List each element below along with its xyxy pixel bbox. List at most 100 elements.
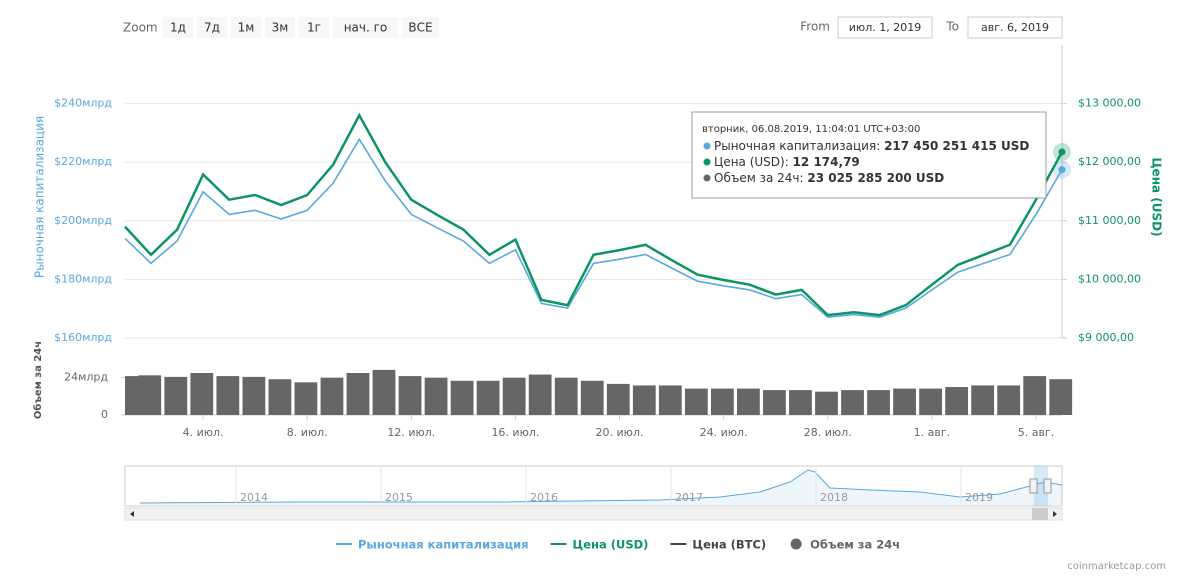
navigator-label: 2018 bbox=[820, 491, 848, 504]
zoom-button[interactable] bbox=[231, 17, 261, 38]
tooltip-header: вторник, 06.08.2019, 11:04:01 UTC+03:00 bbox=[702, 124, 920, 135]
volume-bar bbox=[580, 380, 604, 415]
volume-bar bbox=[789, 390, 812, 415]
legend-label[interactable]: Цена (USD) bbox=[573, 538, 649, 552]
volume-bar bbox=[919, 388, 942, 415]
y-axis-title: Рыночная капитализация bbox=[33, 116, 47, 278]
volume-bar bbox=[268, 379, 292, 415]
volume-bar bbox=[632, 385, 656, 415]
x-tick-label: 5. авг. bbox=[1018, 426, 1055, 439]
legend-symbol bbox=[790, 538, 802, 550]
zoom-button-label[interactable]: 7д bbox=[204, 21, 220, 35]
x-tick-label: 20. июл. bbox=[596, 426, 644, 439]
y2-tick-label: $9 000,00 bbox=[1078, 331, 1134, 344]
volume-bar bbox=[815, 391, 838, 415]
zoom-button[interactable] bbox=[197, 17, 227, 38]
volume-bar bbox=[476, 380, 500, 415]
y-tick-label: $240млрд bbox=[54, 97, 112, 110]
legend-label[interactable]: Рыночная капитализация bbox=[358, 538, 529, 552]
volume-bar bbox=[971, 385, 995, 415]
navigator-frame bbox=[124, 465, 1063, 507]
scrollbar-track[interactable] bbox=[124, 507, 1063, 521]
to-input[interactable] bbox=[967, 16, 1063, 39]
series-line bbox=[124, 137, 1063, 319]
volume-bar bbox=[684, 388, 708, 415]
volume-bar bbox=[945, 387, 969, 415]
navigator-handle[interactable] bbox=[1043, 478, 1052, 494]
tooltip-item-value: 12 174,79 bbox=[793, 155, 860, 169]
volume-bar bbox=[737, 388, 760, 415]
volume-bar bbox=[658, 385, 682, 415]
y-tick-label: $200млрд bbox=[54, 214, 112, 227]
navigator-label: 2019 bbox=[965, 491, 993, 504]
tooltip-bullet bbox=[703, 142, 711, 150]
zoom-button[interactable] bbox=[333, 17, 398, 38]
legend-label[interactable]: Объем за 24ч bbox=[810, 538, 900, 552]
volume-bar bbox=[1023, 376, 1047, 415]
zoom-button[interactable] bbox=[299, 17, 329, 38]
navigator-handle[interactable] bbox=[1029, 478, 1038, 494]
series-line bbox=[124, 112, 1064, 317]
tooltip-item: Объем за 24ч: 23 025 285 200 USD bbox=[714, 171, 944, 185]
zoom-label: Zoom bbox=[123, 21, 158, 35]
x-tick-label: 4. июл. bbox=[183, 426, 224, 439]
x-tick-label: 8. июл. bbox=[287, 426, 328, 439]
x-tick-label: 16. июл. bbox=[491, 426, 539, 439]
volume-bar bbox=[1049, 379, 1073, 415]
tooltip-bullet bbox=[703, 158, 711, 166]
from-value[interactable]: июл. 1, 2019 bbox=[849, 21, 921, 34]
tooltip-item-label: Объем за 24ч: bbox=[714, 171, 807, 185]
zoom-button-label[interactable]: 1д bbox=[170, 21, 186, 35]
volume-bar bbox=[138, 375, 162, 415]
zoom-button-label[interactable]: 3м bbox=[272, 21, 289, 35]
y-tick-label: $180млрд bbox=[54, 272, 112, 285]
volume-bar bbox=[763, 390, 786, 415]
volume-bar bbox=[190, 373, 214, 415]
navigator-label: 2015 bbox=[385, 491, 413, 504]
navigator-area bbox=[140, 470, 1062, 505]
volume-bar bbox=[502, 377, 526, 415]
zoom-button-label[interactable]: нач. го bbox=[344, 21, 388, 35]
tooltip-item-value: 23 025 285 200 USD bbox=[807, 171, 944, 185]
from-input[interactable] bbox=[837, 16, 933, 39]
volume-bar bbox=[554, 377, 578, 415]
y2-tick-label: $13 000,00 bbox=[1078, 97, 1141, 110]
to-label: To bbox=[945, 20, 959, 34]
tooltip-item: Рыночная капитализация: 217 450 251 415 … bbox=[714, 139, 1029, 153]
volume-bar bbox=[294, 382, 318, 415]
tooltip-item-label: Цена (USD): bbox=[714, 155, 793, 169]
zoom-button-label[interactable]: ВСЕ bbox=[408, 21, 432, 35]
navigator-selection[interactable] bbox=[1034, 466, 1048, 506]
volume-bar bbox=[606, 383, 630, 415]
volume-bar bbox=[216, 376, 240, 415]
x-tick-label: 12. июл. bbox=[387, 426, 435, 439]
y2-axis-title: Цена (USD) bbox=[1150, 157, 1164, 236]
volume-bar bbox=[841, 390, 864, 415]
volume-bar bbox=[242, 376, 266, 415]
x-tick-label: 1. авг. bbox=[914, 426, 951, 439]
legend-label[interactable]: Цена (BTC) bbox=[692, 538, 766, 552]
zoom-button-label[interactable]: 1г bbox=[307, 21, 321, 35]
credit[interactable]: coinmarketcap.com bbox=[1067, 561, 1166, 572]
tooltip-bullet bbox=[703, 174, 711, 182]
tooltip-item-label: Рыночная капитализация: bbox=[714, 139, 884, 153]
volume-bar bbox=[997, 385, 1021, 415]
zoom-button-label[interactable]: 1м bbox=[238, 21, 255, 35]
y3-tick-label: 24млрд bbox=[64, 371, 108, 384]
tooltip-item-value: 217 450 251 415 USD bbox=[884, 139, 1029, 153]
zoom-button[interactable] bbox=[402, 17, 439, 38]
y-tick-label: $220млрд bbox=[54, 155, 112, 168]
volume-bar bbox=[424, 377, 448, 415]
volume-bar bbox=[867, 390, 890, 415]
volume-bar bbox=[710, 388, 734, 415]
navigator-label: 2016 bbox=[530, 491, 558, 504]
zoom-button[interactable] bbox=[163, 17, 193, 38]
to-value[interactable]: авг. 6, 2019 bbox=[981, 21, 1049, 34]
volume-bar bbox=[372, 369, 396, 415]
zoom-button[interactable] bbox=[265, 17, 295, 38]
scrollbar-thumb[interactable] bbox=[1032, 508, 1048, 520]
navigator-label: 2014 bbox=[240, 491, 268, 504]
volume-bar bbox=[346, 373, 370, 415]
navigator-label: 2017 bbox=[675, 491, 703, 504]
y-tick-label: $160млрд bbox=[54, 331, 112, 344]
